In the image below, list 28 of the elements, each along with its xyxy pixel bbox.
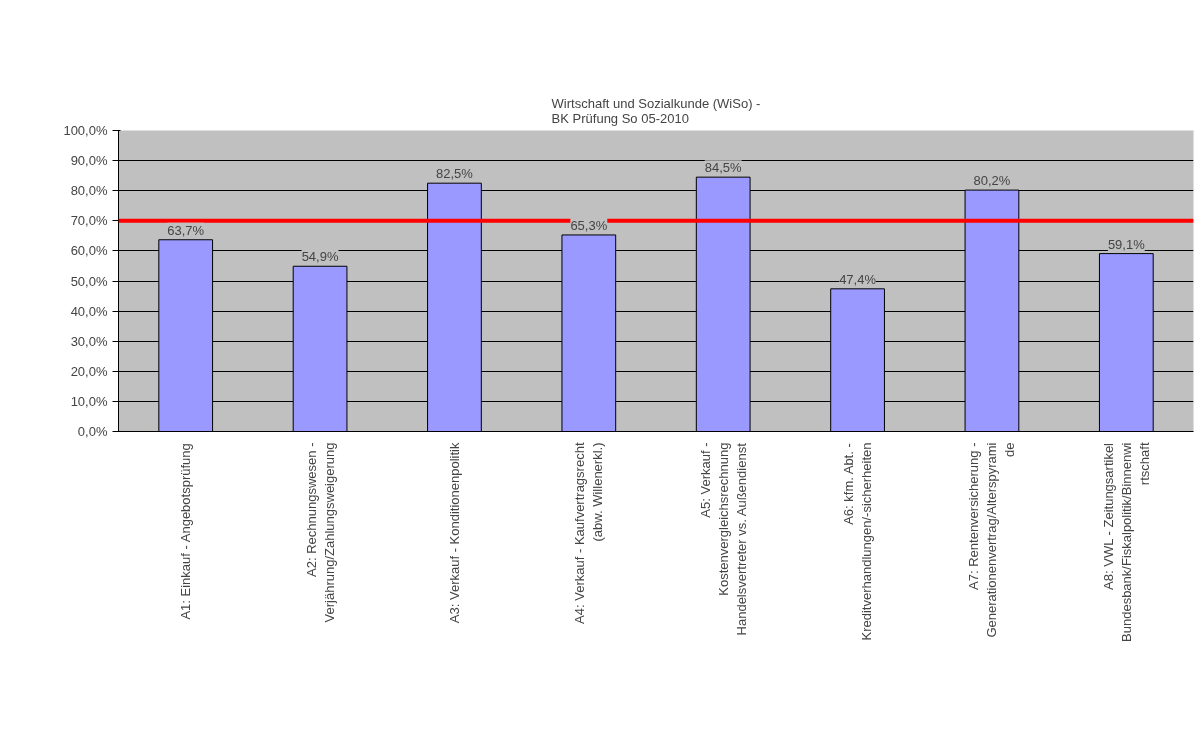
- data-label: 80,2%: [973, 173, 1011, 189]
- y-tick-label: 30,0%: [70, 333, 108, 349]
- data-label: 47,4%: [839, 271, 877, 287]
- x-tick-label: A5: Verkauf - Kostenvergleichsrechnung Handelsvertreter vs. Außendienst: [697, 442, 749, 636]
- data-label: 59,1%: [1107, 236, 1146, 252]
- data-label: 65,3%: [570, 217, 608, 233]
- x-tick-label: A6: kfm. Abt. - Kreditverhandlungen/-sicherheiten: [841, 442, 875, 641]
- x-tick-label: A8: VWL - Zeitungsartikel Bundesbank/Fiskalpolitik/Binnenwi rtschaft: [1100, 442, 1152, 642]
- x-tick-label: A7: Rentenversicherung - Generationenvertrag/Alterspyrami de: [966, 442, 1018, 638]
- data-label: 82,5%: [436, 166, 474, 182]
- y-tick-label: 0,0%: [77, 424, 108, 439]
- y-tick-label: 60,0%: [70, 243, 108, 259]
- x-tick-label: A3: Verkauf - Konditionenpolitik: [446, 442, 462, 624]
- data-label: 54,9%: [301, 249, 339, 265]
- data-label: 84,5%: [704, 160, 743, 176]
- y-tick-label: 100,0%: [63, 123, 108, 138]
- y-tick-label: 80,0%: [70, 183, 108, 199]
- y-tick-label: 10,0%: [70, 393, 108, 409]
- y-tick-label: 70,0%: [70, 213, 108, 229]
- y-tick-label: 90,0%: [70, 153, 108, 169]
- y-tick-label: 50,0%: [70, 273, 108, 289]
- data-label: 63,7%: [167, 222, 205, 238]
- y-tick-label: 40,0%: [70, 303, 108, 319]
- x-tick-label: A2: Rechnungswesen - Verjährung/Zahlungsweigerung: [303, 442, 337, 623]
- y-tick-label: 20,0%: [70, 363, 108, 379]
- x-tick-label: A1: Einkauf - Angebotsprüfung: [178, 443, 194, 620]
- x-tick-label: A4: Verkauf - Kaufvertragsrecht (abw. Willenerkl.): [572, 442, 606, 624]
- chart-title: Wirtschaft und Sozialkunde (WiSo) - BK Prüfung So 05-2010: [551, 95, 761, 126]
